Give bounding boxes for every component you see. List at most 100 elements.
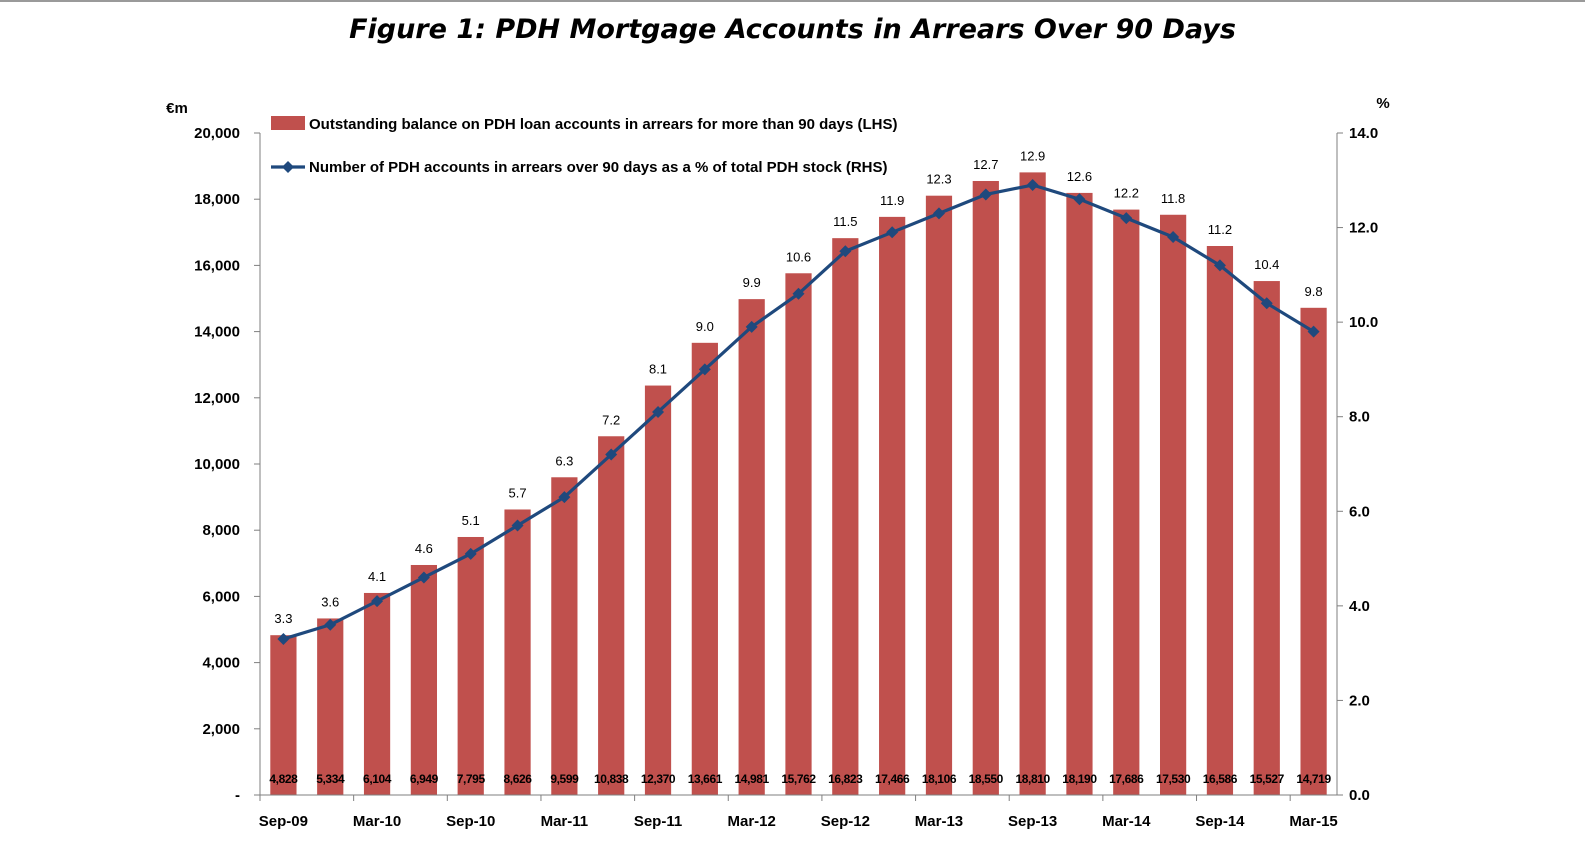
line-value-label: 9.8 <box>1305 284 1323 299</box>
line-value-label: 8.1 <box>649 362 667 377</box>
y-right-tick-label: 2.0 <box>1349 692 1370 709</box>
line-point <box>1307 325 1320 338</box>
line-point <box>792 287 805 300</box>
line-value-label: 9.9 <box>743 275 761 290</box>
line-value-label: 10.6 <box>786 249 811 264</box>
bar <box>1066 192 1093 795</box>
y-left-tick-label: - <box>235 787 240 804</box>
bar <box>879 216 906 796</box>
line-value-label: 12.3 <box>926 172 951 187</box>
line-value-label: 12.6 <box>1067 169 1092 184</box>
bar <box>925 195 953 795</box>
line-point <box>1120 212 1133 225</box>
y-left-tick-label: 20,000 <box>194 125 240 142</box>
y-left-tick-label: 14,000 <box>194 324 240 341</box>
bar-value-label: 4,828 <box>269 772 298 786</box>
line-value-label: 12.2 <box>1114 186 1139 201</box>
legend-bar-swatch <box>271 116 305 130</box>
x-tick-label: Sep-13 <box>1008 813 1057 830</box>
bar-value-label: 8,626 <box>504 772 533 786</box>
line-point <box>979 188 992 201</box>
top-rule <box>0 0 1585 2</box>
bar <box>1253 281 1280 796</box>
line-point <box>605 448 618 461</box>
y-left-tick-label: 8,000 <box>202 522 240 539</box>
bar-value-label: 18,810 <box>1015 772 1050 786</box>
bar-value-label: 14,719 <box>1296 772 1331 786</box>
line-value-label: 11.9 <box>880 193 904 208</box>
line-point <box>324 618 337 631</box>
line-point <box>652 405 665 418</box>
line-value-label: 5.1 <box>462 513 480 528</box>
line-point <box>698 363 711 376</box>
bar <box>785 273 812 795</box>
y-left-tick-label: 6,000 <box>202 588 240 605</box>
bar <box>644 385 672 795</box>
line-value-label: 3.6 <box>321 594 339 609</box>
bar <box>832 238 859 796</box>
x-tick-label: Mar-14 <box>1102 813 1151 830</box>
line-point <box>1167 231 1180 244</box>
line-point <box>839 245 852 258</box>
line-value-label: 11.5 <box>833 214 857 229</box>
x-tick-label: Mar-13 <box>915 813 963 830</box>
line-point <box>277 632 290 645</box>
bar <box>504 509 531 795</box>
bar <box>598 436 625 795</box>
bar-value-label: 10,838 <box>594 772 629 786</box>
x-tick-label: Mar-15 <box>1289 813 1337 830</box>
line-value-label: 4.1 <box>368 569 386 584</box>
line-value-label: 12.9 <box>1020 148 1045 163</box>
bar-value-label: 9,599 <box>550 772 579 786</box>
line-point <box>417 571 430 584</box>
x-tick-label: Mar-12 <box>727 813 775 830</box>
bar-value-label: 14,981 <box>735 772 770 786</box>
y-right-tick-label: 6.0 <box>1349 503 1370 520</box>
bar-value-label: 5,334 <box>316 772 345 786</box>
line-value-label: 7.2 <box>602 412 620 427</box>
bar <box>363 592 391 795</box>
chart-title: Figure 1: PDH Mortgage Accounts in Arrea… <box>349 14 1236 45</box>
bar-value-label: 17,530 <box>1156 772 1191 786</box>
y-left-tick-label: 12,000 <box>194 390 240 407</box>
line-value-label: 11.8 <box>1161 191 1185 206</box>
y-left-tick-label: 4,000 <box>202 655 240 672</box>
line-point <box>371 595 384 608</box>
bar-value-label: 18,190 <box>1062 772 1097 786</box>
line-value-label: 5.7 <box>509 485 527 500</box>
bar-value-label: 16,586 <box>1203 772 1238 786</box>
y-right-tick-label: 0.0 <box>1349 787 1370 804</box>
bar <box>972 180 999 795</box>
y-left-tick-label: 16,000 <box>194 257 240 274</box>
y-left-tick-label: 10,000 <box>194 456 240 473</box>
x-tick-label: Mar-10 <box>353 813 401 830</box>
x-tick-label: Sep-11 <box>634 813 682 830</box>
y-right-tick-label: 10.0 <box>1349 314 1378 331</box>
bar-value-label: 7,795 <box>457 772 486 786</box>
line-point <box>1260 297 1273 310</box>
x-tick-label: Sep-09 <box>259 813 308 830</box>
y-right-tick-label: 4.0 <box>1349 598 1370 615</box>
line-point <box>511 519 524 532</box>
bar-value-label: 6,104 <box>363 772 392 786</box>
bar <box>738 299 765 795</box>
bar-value-label: 13,661 <box>688 772 723 786</box>
bar <box>1206 246 1234 795</box>
bar <box>1113 209 1140 796</box>
bar-value-label: 16,823 <box>828 772 863 786</box>
bar <box>551 477 578 795</box>
line-point <box>1073 193 1086 206</box>
x-tick-label: Sep-10 <box>446 813 495 830</box>
bar-value-label: 15,527 <box>1250 772 1285 786</box>
bar <box>691 342 718 795</box>
x-tick-label: Sep-14 <box>1195 813 1245 830</box>
bar <box>1019 172 1046 795</box>
bar-value-label: 18,550 <box>969 772 1004 786</box>
line-value-label: 6.3 <box>555 453 573 468</box>
legend-bar-label: Outstanding balance on PDH loan accounts… <box>309 116 897 133</box>
line-value-label: 12.7 <box>973 157 998 172</box>
bar <box>1300 307 1327 795</box>
line-point <box>464 547 477 560</box>
bar <box>410 564 438 795</box>
